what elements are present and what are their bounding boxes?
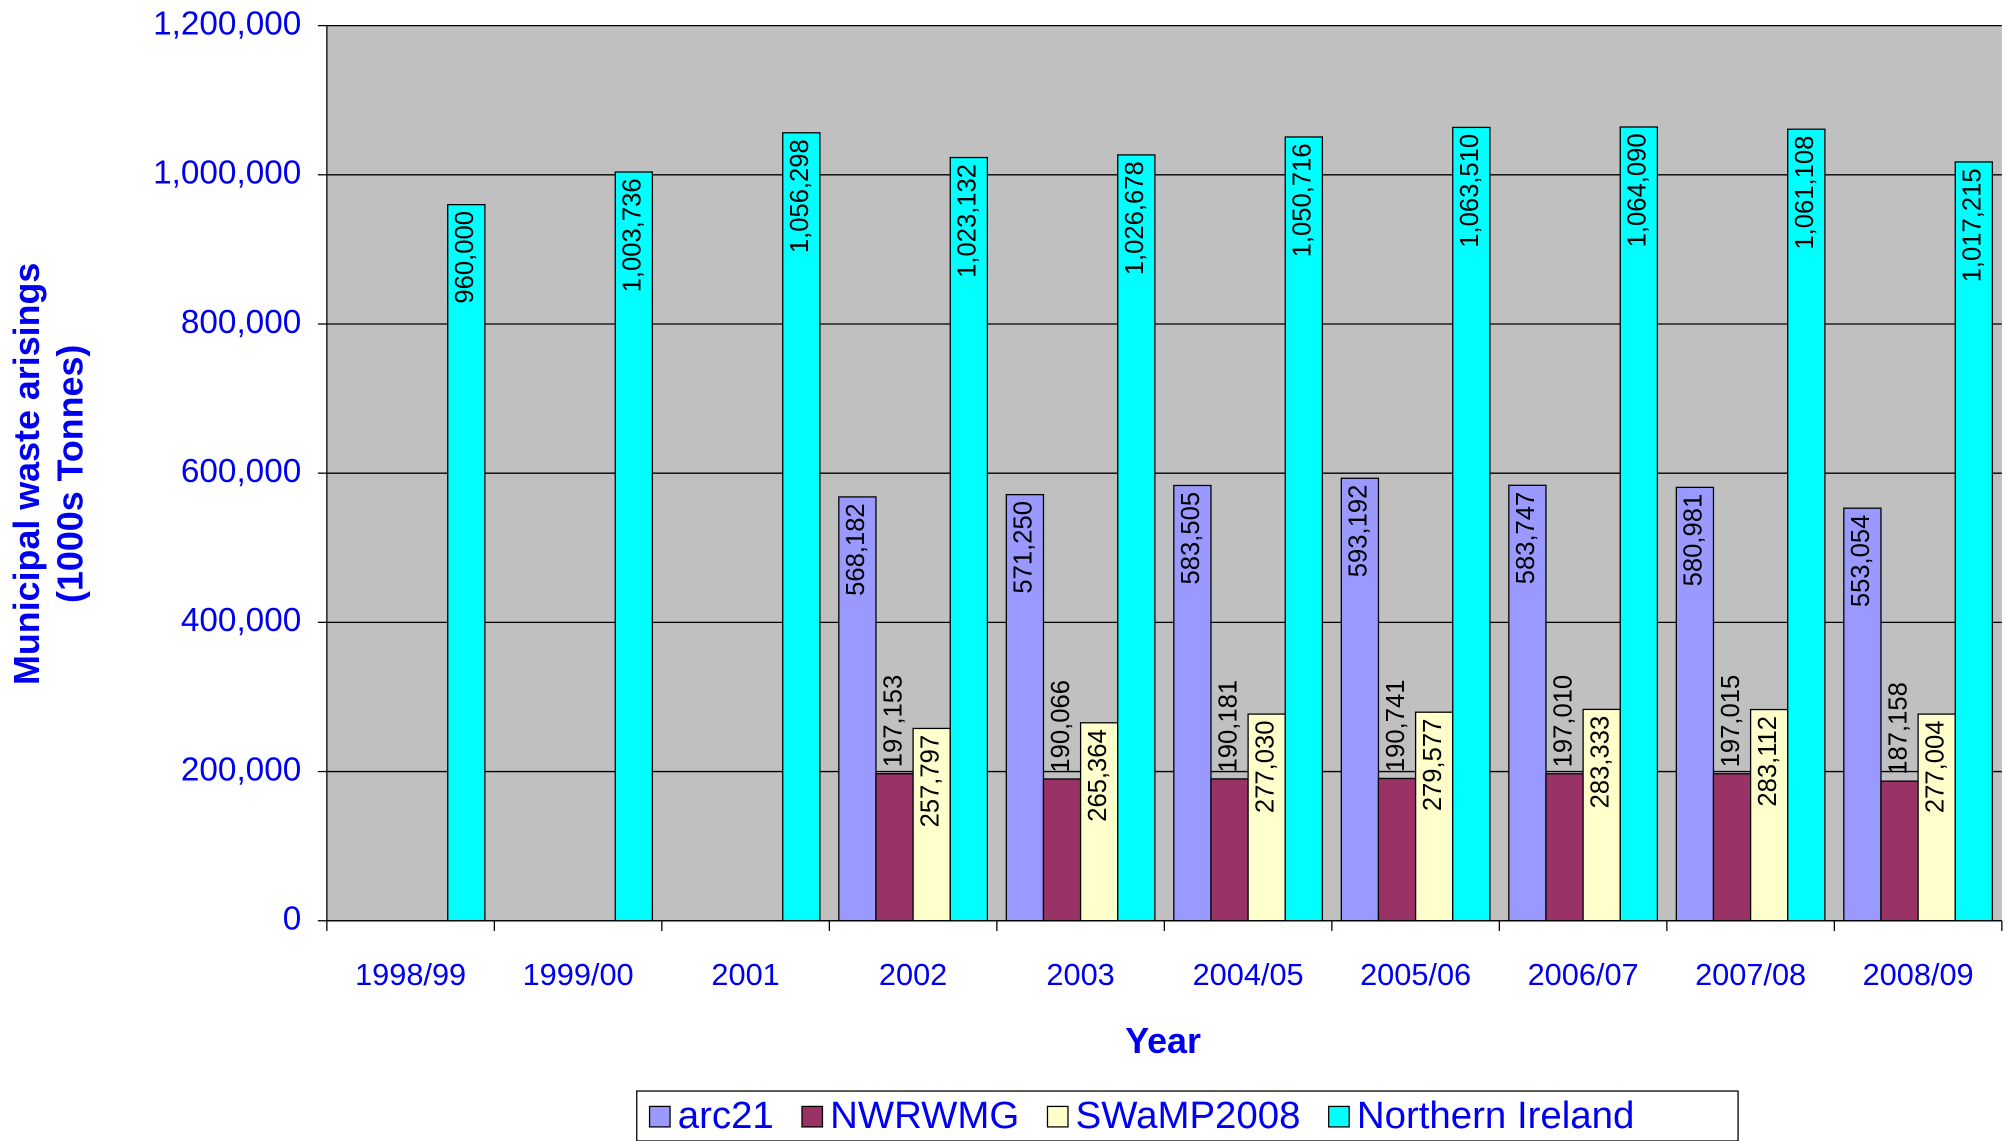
data-label: 1,003,736 — [619, 178, 647, 292]
bar — [1005, 493, 1045, 922]
bar — [1954, 161, 1994, 922]
x-tick-label: 2004/05 — [1193, 957, 1304, 992]
data-label: 580,981 — [1680, 494, 1708, 587]
data-label: 277,030 — [1251, 720, 1279, 813]
x-axis-title: Year — [1125, 1021, 1201, 1061]
bar — [1582, 708, 1621, 922]
data-label: 265,364 — [1084, 729, 1112, 822]
bar — [1749, 708, 1789, 922]
x-tick-label: 1999/00 — [523, 957, 634, 992]
data-label: 190,741 — [1382, 679, 1410, 772]
bar — [614, 171, 654, 922]
bar — [782, 132, 821, 922]
bar — [1880, 780, 1919, 922]
x-tick-label: 1998/99 — [355, 957, 466, 992]
data-label: 277,004 — [1921, 721, 1949, 814]
bar — [1284, 136, 1324, 922]
bar — [1545, 773, 1584, 922]
legend-swatch — [648, 1105, 671, 1128]
legend-swatch — [1046, 1105, 1069, 1128]
data-label: 1,063,510 — [1456, 134, 1484, 248]
y-axis-title: Municipal waste arisings (1000s Tonnes) — [7, 263, 91, 685]
data-label: 568,182 — [842, 503, 870, 596]
legend-swatch — [801, 1105, 824, 1128]
data-label: 593,192 — [1345, 485, 1373, 578]
bar — [1377, 777, 1417, 922]
bar — [1787, 128, 1826, 922]
data-label: 190,181 — [1214, 680, 1242, 773]
x-tick-label: 2005/06 — [1360, 957, 1471, 992]
data-label: 279,577 — [1419, 719, 1447, 812]
data-label: 553,054 — [1847, 515, 1875, 608]
bar — [1340, 477, 1380, 922]
bar — [1712, 773, 1752, 922]
legend-label: SWaMP2008 — [1076, 1094, 1301, 1137]
y-axis-title-line: (1000s Tonnes) — [51, 345, 91, 603]
data-label: 257,797 — [916, 735, 944, 828]
y-tick-label: 400,000 — [181, 602, 301, 639]
data-label: 1,026,678 — [1121, 161, 1149, 275]
y-tick-label: 800,000 — [181, 304, 301, 341]
bar — [1117, 154, 1156, 922]
bar — [1210, 778, 1249, 922]
data-label: 1,023,132 — [954, 164, 982, 278]
data-label: 197,153 — [879, 675, 907, 768]
bar — [949, 156, 989, 922]
data-label: 197,010 — [1549, 675, 1577, 768]
data-label: 190,066 — [1047, 680, 1075, 773]
legend: arc21 NWRWMG SWaMP2008 Northern Ireland — [636, 1090, 1739, 1141]
data-label: 1,017,215 — [1959, 168, 1987, 282]
y-tick-label: 200,000 — [181, 751, 301, 788]
legend-label: Northern Ireland — [1357, 1094, 1635, 1137]
y-tick-label: 0 — [283, 901, 302, 938]
bar — [1173, 484, 1212, 922]
data-label: 583,505 — [1177, 492, 1205, 585]
bar — [1042, 778, 1082, 922]
bar — [1675, 486, 1715, 922]
data-label: 583,747 — [1512, 492, 1540, 585]
bar — [1247, 713, 1286, 922]
bar — [838, 496, 877, 922]
x-tick-label: 2008/09 — [1863, 957, 1974, 992]
bar — [1508, 484, 1547, 922]
data-label: 1,050,716 — [1289, 143, 1317, 257]
x-tick-label: 2006/07 — [1528, 957, 1639, 992]
data-label: 187,158 — [1884, 682, 1912, 775]
y-axis-title-line: Municipal waste arisings — [7, 263, 47, 685]
legend-swatch — [1328, 1105, 1350, 1128]
legend-label: NWRWMG — [830, 1094, 1019, 1137]
data-label: 571,250 — [1010, 501, 1038, 594]
y-tick-label: 600,000 — [181, 453, 301, 490]
data-label: 960,000 — [451, 211, 479, 304]
data-label: 1,064,090 — [1624, 133, 1652, 247]
bar — [912, 727, 951, 922]
data-label: 283,333 — [1586, 716, 1614, 809]
bar — [875, 773, 914, 922]
x-tick-label: 2003 — [1046, 957, 1114, 992]
data-label: 1,056,298 — [786, 139, 814, 253]
x-tick-label: 2001 — [711, 957, 779, 992]
data-label: 1,061,108 — [1791, 136, 1819, 250]
y-tick-label: 1,000,000 — [153, 155, 301, 192]
bar — [1917, 713, 1956, 922]
bar — [447, 203, 486, 922]
bar — [1843, 507, 1882, 922]
x-tick-label: 2002 — [879, 957, 947, 992]
data-label: 283,112 — [1754, 716, 1782, 807]
x-tick-label: 2007/08 — [1695, 957, 1806, 992]
data-label: 197,015 — [1717, 675, 1745, 768]
legend-label: arc21 — [678, 1094, 774, 1137]
y-tick-label: 1,200,000 — [153, 5, 301, 42]
